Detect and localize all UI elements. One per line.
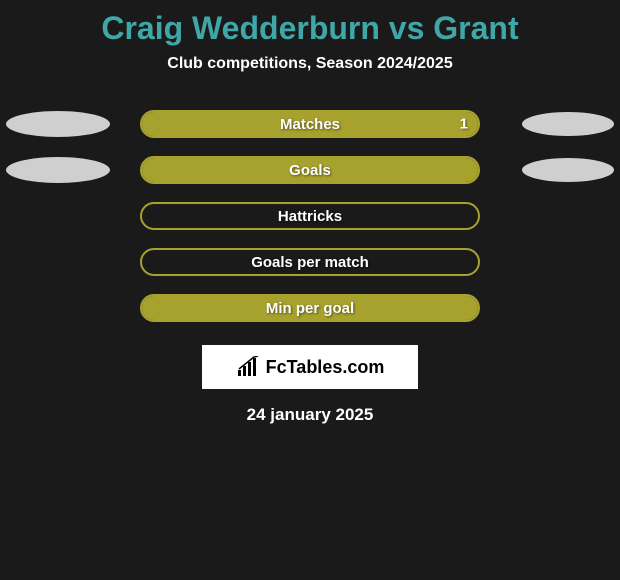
stat-label: Goals per match (251, 254, 369, 271)
left-ellipse (6, 111, 110, 137)
right-ellipse (522, 158, 614, 182)
stat-row: Hattricks (0, 193, 620, 239)
date-label: 24 january 2025 (0, 405, 620, 425)
stat-value-right: 1 (460, 116, 468, 133)
stat-row: Matches 1 (0, 101, 620, 147)
right-ellipse (522, 112, 614, 136)
page-subtitle: Club competitions, Season 2024/2025 (0, 55, 620, 73)
stat-label: Goals (289, 162, 331, 179)
branding-box: FcTables.com (202, 345, 418, 389)
stat-bar: Goals (140, 156, 480, 184)
stat-bar: Hattricks (140, 202, 480, 230)
stat-bar: Goals per match (140, 248, 480, 276)
stat-label: Hattricks (278, 208, 342, 225)
left-ellipse (6, 157, 110, 183)
stat-row: Goals per match (0, 239, 620, 285)
stat-bar: Min per goal (140, 294, 480, 322)
stat-row: Goals (0, 147, 620, 193)
chart-icon (236, 356, 262, 378)
branding-text: FcTables.com (266, 357, 385, 378)
stat-label: Matches (280, 116, 340, 133)
stat-row: Min per goal (0, 285, 620, 331)
stats-rows: Matches 1 Goals Hattricks Goals per match Min… (0, 101, 620, 331)
stat-bar: Matches 1 (140, 110, 480, 138)
page-title: Craig Wedderburn vs Grant (0, 0, 620, 47)
stat-label: Min per goal (266, 300, 354, 317)
